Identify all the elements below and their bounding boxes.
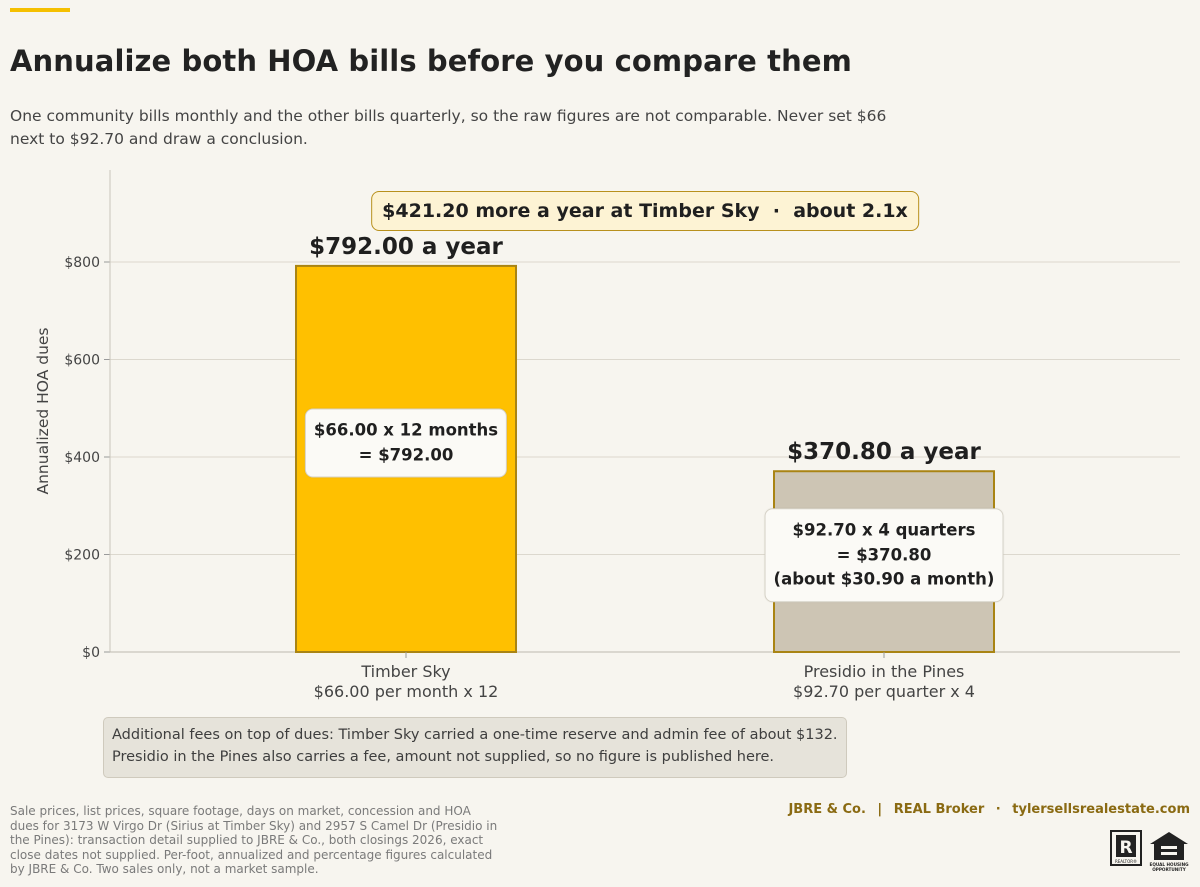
bar-annotation-timber-sky-line: = $792.00 xyxy=(358,445,454,464)
brand-broker: REAL Broker xyxy=(893,802,985,817)
brand-line: JBRE & Co. | REAL Broker · tylersellsrea… xyxy=(788,802,1190,817)
y-tick-label: $600 xyxy=(64,353,100,369)
y-tick-label: $800 xyxy=(64,255,100,271)
page-subtitle: One community bills monthly and the othe… xyxy=(10,107,887,148)
x-tick-sublabel: $92.70 per quarter x 4 xyxy=(793,682,975,701)
brand-site[interactable]: tylersellsrealestate.com xyxy=(1012,802,1190,817)
brand-divider: | xyxy=(877,802,883,817)
fee-note: Additional fees on top of dues: Timber S… xyxy=(103,717,847,778)
difference-callout: $421.20 more a year at Timber Sky · abou… xyxy=(371,191,919,231)
fee-note-line-1: Additional fees on top of dues: Timber S… xyxy=(112,727,838,743)
fee-note-line-2: Presidio in the Pines also carries a fee… xyxy=(112,749,775,765)
y-tick-label: $200 xyxy=(64,548,100,564)
x-tick-label: Timber Sky xyxy=(360,662,450,681)
x-tick-sublabel: $66.00 per month x 12 xyxy=(314,682,499,701)
equal-housing-caption-1: EQUAL HOUSING xyxy=(1149,862,1189,867)
y-axis-label: Annualized HOA dues xyxy=(34,327,52,494)
realtor-logo-icon: R REALTOR® xyxy=(1110,830,1142,866)
y-tick-label: $0 xyxy=(82,645,100,661)
bar-annotation-timber-sky: $66.00 x 12 months = $792.00 xyxy=(304,408,508,478)
bar-annotation-presidio-pines-line: (about $30.90 a month) xyxy=(773,569,995,589)
bar-value-label: $370.80 a year xyxy=(787,439,981,465)
accent-bar xyxy=(10,8,70,12)
difference-callout-line: $421.20 more a year at Timber Sky · abou… xyxy=(382,200,908,222)
realtor-logo-caption: REALTOR® xyxy=(1115,859,1137,864)
bar-annotation-timber-sky-line: $66.00 x 12 months xyxy=(313,420,499,440)
bar-value-label: $792.00 a year xyxy=(309,234,503,260)
realtor-logo-letter: R xyxy=(1119,838,1132,858)
compliance-logos: R REALTOR® EQUAL HOUSING OPPORTUNITY xyxy=(1110,830,1190,872)
brand-dot: · xyxy=(995,802,1001,817)
equal-housing-caption-2: OPPORTUNITY xyxy=(1152,867,1186,872)
y-tick-label: $400 xyxy=(64,450,100,466)
equal-housing-icon: EQUAL HOUSING OPPORTUNITY xyxy=(1149,832,1189,872)
page-title: Annualize both HOA bills before you comp… xyxy=(10,44,852,78)
bar-annotation-presidio-pines-line: = $370.80 xyxy=(836,544,932,564)
bar-annotation-presidio-pines-line: $92.70 x 4 quarters xyxy=(792,520,976,540)
x-tick-label: Presidio in the Pines xyxy=(804,662,965,681)
bar-annotation-presidio-pines: $92.70 x 4 quarters = $370.80 (about $30.9… xyxy=(764,508,1004,602)
brand-company: JBRE & Co. xyxy=(788,802,866,817)
source-note: Sale prices, list prices, square footage… xyxy=(10,804,498,876)
